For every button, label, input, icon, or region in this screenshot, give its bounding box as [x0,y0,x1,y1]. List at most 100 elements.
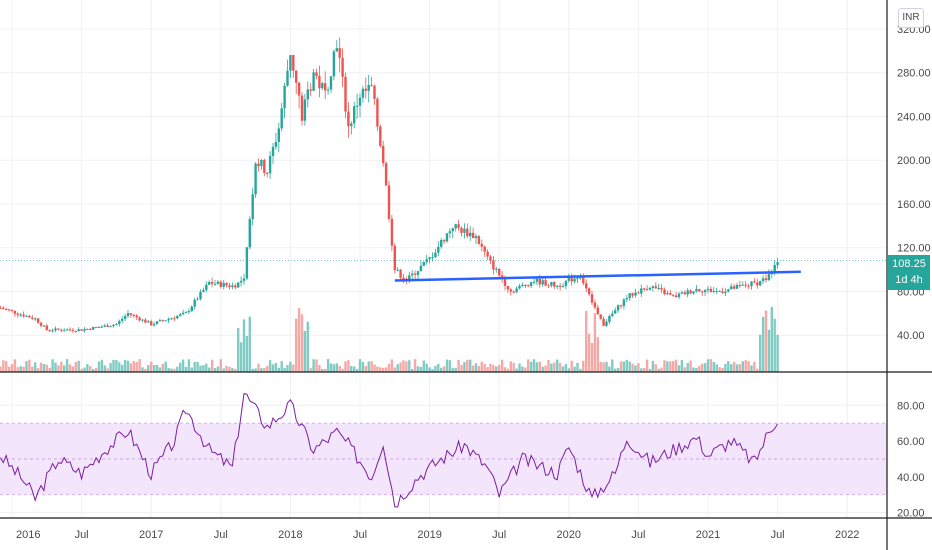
volume-bar [692,367,695,372]
candle-body [564,280,568,286]
volume-bar [216,366,220,372]
candle-body [680,292,684,294]
volume-bar [271,364,275,372]
volume-bar [280,361,283,372]
candle-body [10,309,14,311]
candle-body [225,282,228,286]
volume-bar [364,366,367,372]
volume-bar [489,363,492,372]
volume-bar [738,364,742,372]
candle-body [442,240,446,242]
candle-body [695,289,698,292]
candle-body [506,285,510,290]
volume-bar [495,366,498,372]
volume-bar [254,368,257,372]
candle-body [605,321,608,326]
candle-body [170,318,173,320]
volume-bar [94,367,98,372]
candle-body [63,330,66,332]
candle-body [573,278,576,282]
volume-bar [118,362,121,372]
volume-bar [16,367,19,372]
volume-bar [289,361,292,372]
candle-body [582,277,585,284]
x-tick-label: Jul [214,529,228,541]
volume-bar [608,366,611,372]
candle-body [437,246,440,253]
currency-badge[interactable]: INR [898,8,924,28]
candle-body [602,318,605,326]
candle-body [492,260,495,270]
volume-bar [13,359,17,372]
volume-bar [437,363,440,372]
candle-body [529,282,533,286]
volume-bar [715,364,718,372]
candle-body [332,51,336,77]
candle-body [732,286,736,289]
candle-body [735,284,739,289]
volume-bar [643,367,646,372]
volume-bar [5,361,8,372]
volume-bar [260,368,263,372]
candle-body [77,329,80,332]
volume-bar [706,359,710,372]
x-tick-label: 2019 [417,529,441,541]
candle-body [190,306,193,312]
candle-body [637,292,640,294]
candle-body [518,285,521,289]
volume-bar [190,367,193,372]
candle-body [483,246,486,252]
volume-bar [263,367,266,372]
candle-body [92,327,95,330]
candle-body [660,287,663,290]
candle-body [210,282,214,284]
volume-bar [205,363,208,372]
volume-bar [219,359,222,372]
volume-bar [506,368,510,372]
volume-bar [669,361,672,372]
candle-body [402,277,405,280]
candle-body [422,262,425,266]
candle-body [283,85,286,109]
candle-body [387,185,391,219]
volume-bar [654,364,657,372]
volume-bar [434,365,437,372]
candle-body [471,232,475,239]
volume-bar [309,368,312,372]
candle-body [184,312,188,314]
candle-body [698,289,701,292]
candle-body [121,318,124,321]
candle-body [338,48,341,58]
volume-bar [126,360,130,372]
candle-body [524,284,527,286]
volume-bar [721,367,724,372]
volume-bar [518,363,521,372]
candle-body [440,240,443,247]
volume-bar [158,367,162,372]
volume-bar [750,365,753,372]
candle-body [689,290,692,294]
candle-body [202,290,205,292]
volume-bar [92,368,95,372]
volume-bar [213,368,217,372]
trendline-group[interactable] [394,270,801,282]
candle-body [538,278,541,285]
volume-bar [376,366,379,372]
volume-bar [237,327,240,372]
volume-bar [312,359,315,372]
candle-body [625,298,628,300]
x-tick-label: Jul [353,529,367,541]
volume-bar [379,367,382,372]
candle-body [106,325,109,327]
volume-bar [564,364,568,372]
volume-bar [234,368,237,372]
candle-body [672,294,675,296]
candle-body [94,327,98,329]
candle-body [309,89,312,91]
volume-bar [210,359,214,372]
x-tick-label: 2016 [16,529,40,541]
volume-bar [65,359,69,372]
trendline[interactable] [394,270,801,282]
volume-bar [759,334,762,372]
